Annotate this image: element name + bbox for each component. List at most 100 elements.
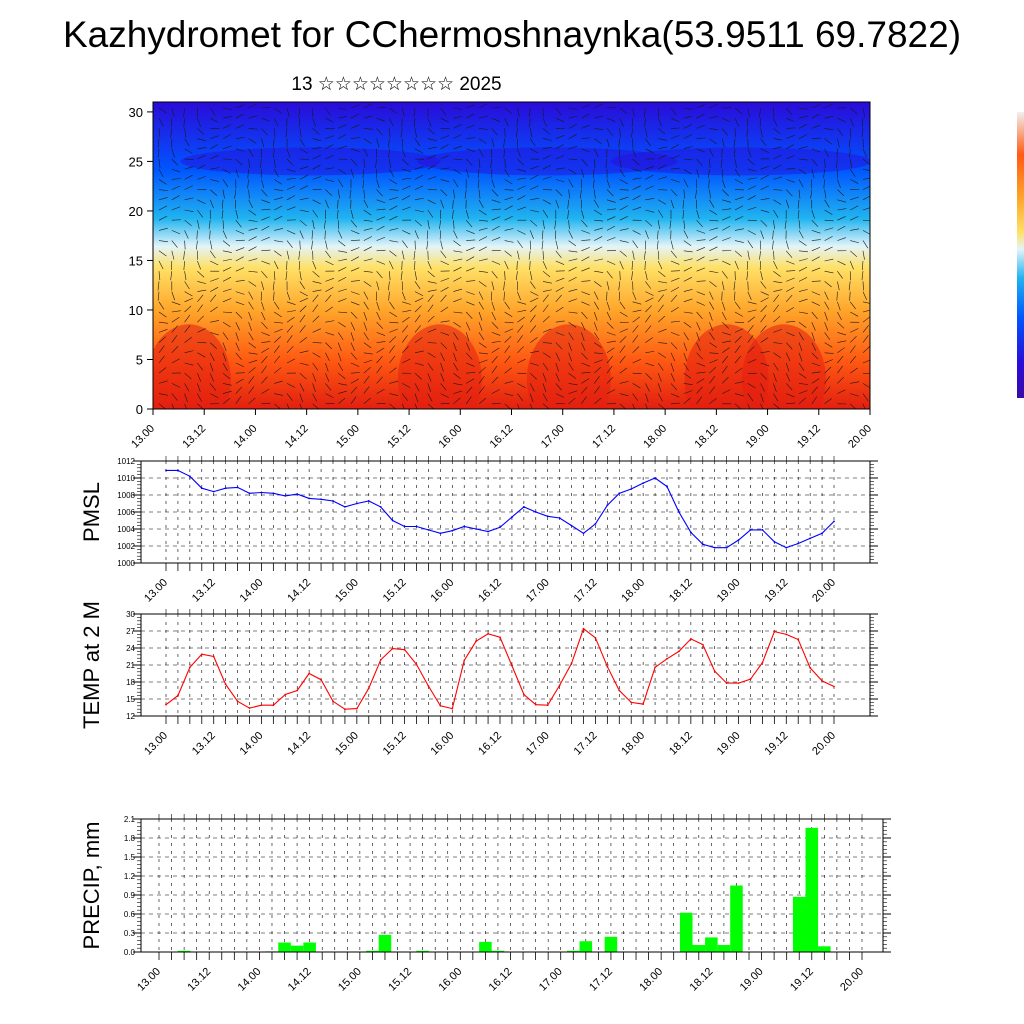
wind-barb xyxy=(773,294,780,302)
wind-barb xyxy=(709,291,714,300)
wind-barb xyxy=(619,328,629,333)
wind-barb xyxy=(670,117,680,123)
wind-barb xyxy=(261,138,265,148)
wind-barb xyxy=(197,304,203,313)
wind-barb xyxy=(389,311,398,318)
wind-barb xyxy=(248,128,258,130)
wind-barb xyxy=(517,335,523,343)
pmsl-data-point xyxy=(511,516,513,518)
wind-barb xyxy=(529,305,537,313)
wind-barb xyxy=(734,240,744,243)
wind-barb xyxy=(478,199,484,208)
wind-barb xyxy=(773,107,775,117)
wind-barb xyxy=(555,155,565,160)
wind-barb xyxy=(350,280,360,282)
wind-barb xyxy=(427,154,437,160)
wind-barb xyxy=(619,240,629,243)
wind-barb xyxy=(350,342,355,351)
wind-barb xyxy=(440,332,450,336)
wind-barb xyxy=(657,209,664,218)
wind-barb xyxy=(389,250,397,257)
wind-barb xyxy=(402,301,411,305)
wind-barb xyxy=(619,158,622,168)
wind-barb xyxy=(440,144,449,150)
wind-barb xyxy=(452,199,454,209)
wind-barb xyxy=(785,107,793,116)
temp2m-data-point xyxy=(212,655,215,658)
wind-barb xyxy=(581,137,591,139)
wind-barb xyxy=(261,271,268,279)
wind-barb xyxy=(606,225,616,231)
wind-barb xyxy=(709,219,719,222)
wind-barb xyxy=(197,315,204,323)
temp2m-data-point xyxy=(654,666,656,669)
wind-barb xyxy=(325,154,334,160)
wind-barb xyxy=(594,352,604,355)
wind-barb xyxy=(530,197,540,201)
wind-barb xyxy=(439,220,441,230)
wind-barb xyxy=(325,332,335,336)
wind-barb xyxy=(478,219,488,222)
wind-barb xyxy=(440,179,450,183)
wind-barb xyxy=(670,155,680,160)
wind-barb xyxy=(311,230,313,240)
wind-barb xyxy=(786,270,796,272)
wind-barb xyxy=(722,332,731,336)
wind-barb xyxy=(261,179,265,189)
wind-barb xyxy=(773,118,778,127)
wind-barb xyxy=(568,145,578,150)
wind-barb xyxy=(709,281,717,288)
wind-barb xyxy=(466,362,475,367)
wind-barb xyxy=(453,276,462,282)
wind-barb xyxy=(312,362,319,371)
temp2m-data-point xyxy=(451,707,454,710)
temp2m-data-point xyxy=(475,640,478,643)
wind-barb xyxy=(235,209,239,219)
wind-barb xyxy=(786,144,795,150)
wind-barb xyxy=(350,148,360,152)
wind-barb xyxy=(273,148,275,158)
wind-barb xyxy=(376,249,386,252)
wind-barb xyxy=(440,362,444,372)
wind-barb xyxy=(325,362,329,372)
wind-barb xyxy=(363,311,368,321)
wind-barb xyxy=(197,270,205,278)
wind-barb xyxy=(504,118,509,127)
wind-barb xyxy=(530,219,538,227)
wind-barb xyxy=(517,240,523,249)
wind-barb xyxy=(440,306,449,313)
precip-bar xyxy=(679,912,693,952)
wind-barb xyxy=(658,199,667,205)
wind-barb xyxy=(402,168,411,173)
wind-barb xyxy=(338,107,348,111)
wind-barb xyxy=(696,362,706,367)
wind-barb xyxy=(478,281,487,287)
wind-barb xyxy=(325,117,334,123)
wind-barb xyxy=(849,148,851,158)
wind-barb xyxy=(363,199,369,208)
wind-barb xyxy=(453,288,463,292)
wind-barb xyxy=(388,148,390,158)
wind-barb xyxy=(824,148,829,158)
wind-barb xyxy=(350,386,358,394)
wind-barb xyxy=(567,199,569,209)
wind-barb xyxy=(594,246,603,252)
wind-barb xyxy=(210,144,219,150)
wind-barb xyxy=(837,355,844,364)
wind-barb xyxy=(773,176,783,180)
wind-barb xyxy=(197,383,201,393)
wind-barb xyxy=(402,310,412,313)
wind-barb xyxy=(248,148,254,157)
wind-barb xyxy=(247,169,249,179)
wind-barb xyxy=(785,189,793,197)
wind-barb xyxy=(413,107,416,117)
wind-barb xyxy=(325,294,332,302)
wind-barb xyxy=(158,301,165,310)
wind-barb xyxy=(721,311,727,321)
wind-barb xyxy=(414,185,424,190)
wind-barb xyxy=(746,260,749,270)
wind-barb xyxy=(299,271,302,281)
wind-barb xyxy=(606,237,616,241)
wind-barb xyxy=(427,393,433,402)
wind-barb xyxy=(670,179,680,183)
